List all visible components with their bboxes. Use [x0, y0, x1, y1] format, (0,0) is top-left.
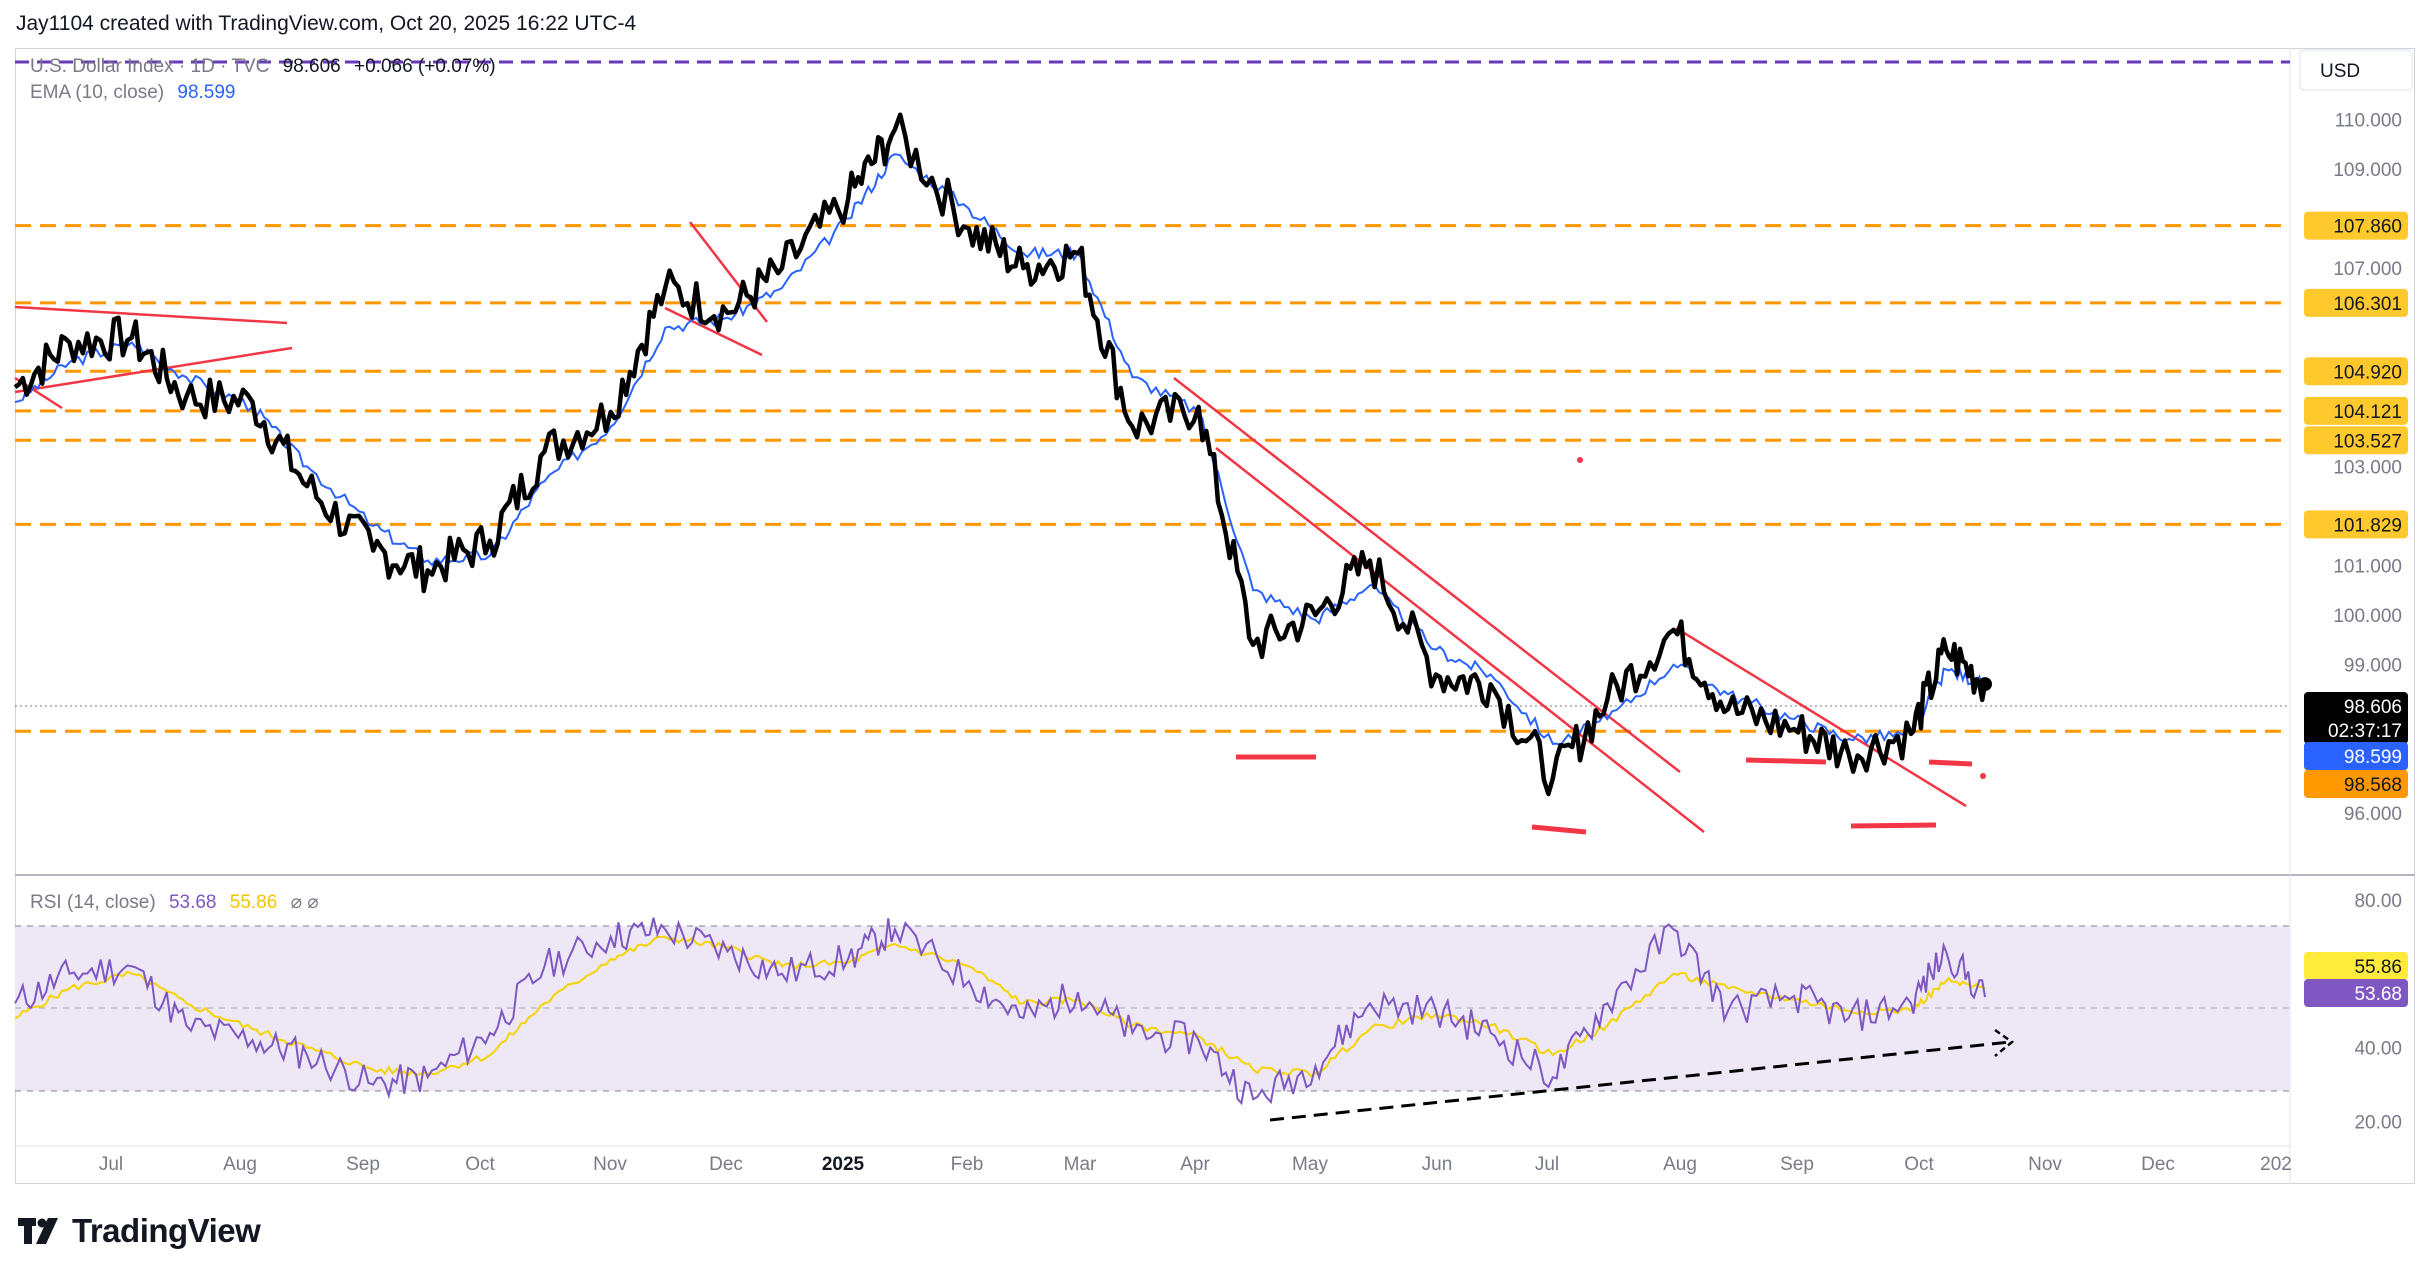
price-scale-labels: 107.860 106.301 104.920 104.121 103.527 101.8… — [2304, 211, 2408, 1007]
time-tick-label: Dec — [709, 1154, 743, 1175]
support-mark[interactable] — [1928, 759, 1973, 767]
last-price-label: 02:37:17 — [2328, 721, 2402, 742]
time-tick-label: Nov — [2028, 1154, 2062, 1175]
level-price-label-box — [2304, 288, 2408, 317]
time-tick-label: Oct — [1904, 1154, 1934, 1175]
level-price-label: 104.121 — [2333, 402, 2402, 423]
ema-price-label: 98.599 — [2344, 747, 2402, 768]
red-dot[interactable] — [1980, 773, 1986, 779]
rsi-axis-ticks[interactable]: 80.00 40.00 20.00 — [2354, 891, 2402, 1134]
support-mark[interactable] — [1850, 822, 1937, 829]
time-tick-label: 2025 — [822, 1154, 865, 1175]
level-price-label: 103.527 — [2333, 431, 2402, 452]
level-price-label-box — [2304, 211, 2408, 240]
time-tick-label: Aug — [1663, 1154, 1697, 1175]
time-tick-label: Jul — [1535, 1154, 1559, 1175]
level-price-label-box — [2304, 426, 2408, 455]
rsi-divergence-line[interactable] — [1269, 1040, 2011, 1122]
extra-price-label: 98.568 — [2344, 775, 2402, 796]
time-tick-label: Dec — [2141, 1154, 2175, 1175]
tradingview-logo-icon — [18, 1218, 58, 1244]
trend-line[interactable] — [664, 306, 763, 357]
price-axis-ticks[interactable]: 110.000 109.000 107.000 103.000 101.000 100.0… — [2333, 111, 2402, 826]
time-tick-label: Mar — [1064, 1154, 1097, 1175]
rsi-extra: ⌀ ⌀ — [290, 892, 319, 913]
tradingview-logo[interactable]: TradingView — [18, 1212, 261, 1250]
price-line[interactable] — [13, 112, 1988, 797]
rsi-ma-price-label-box — [2304, 952, 2408, 980]
legend-change: +0.066 (+0.07%) — [354, 56, 496, 77]
main-legend[interactable]: U.S. Dollar Index · 1D · TVC 98.606 +0.0… — [30, 56, 496, 78]
time-tick-label: Sep — [1780, 1154, 1814, 1175]
trend-line[interactable] — [1173, 377, 1681, 773]
tradingview-brand: TradingView — [72, 1212, 261, 1249]
trend-line[interactable] — [14, 305, 288, 325]
ema-price-label-box — [2304, 742, 2408, 770]
symbol-label: U.S. Dollar Index · 1D · TVC — [30, 56, 270, 77]
rsi-tick-label: 20.00 — [2354, 1113, 2402, 1134]
time-tick-label: Jun — [1422, 1154, 1453, 1175]
ema-line[interactable] — [14, 153, 1986, 747]
time-tick-label: Nov — [593, 1154, 627, 1175]
level-price-label: 107.860 — [2333, 217, 2402, 238]
time-tick-label: Feb — [951, 1154, 984, 1175]
last-price-label-box — [2304, 692, 2408, 744]
trend-lines[interactable] — [14, 221, 1986, 835]
rsi-tick-label: 40.00 — [2354, 1039, 2402, 1060]
rsi-band — [15, 926, 2290, 1091]
last-price-label: 98.606 — [2344, 697, 2402, 718]
ema-label: EMA (10, close) — [30, 82, 165, 103]
rsi-arrow-head[interactable] — [1994, 1028, 2015, 1057]
price-tick-label: 109.000 — [2333, 160, 2402, 181]
time-tick-label: May — [1292, 1154, 1328, 1175]
trend-line[interactable] — [1675, 626, 1967, 808]
price-tick-label: 107.000 — [2333, 259, 2402, 280]
level-price-label-box — [2304, 396, 2408, 425]
level-price-label: 106.301 — [2333, 294, 2402, 315]
price-tick-label: 101.000 — [2333, 556, 2402, 577]
trend-line[interactable] — [1215, 447, 1705, 833]
legend-price: 98.606 — [282, 56, 341, 77]
last-price-dot[interactable] — [1978, 677, 1992, 692]
level-price-label: 101.829 — [2333, 515, 2402, 536]
price-tick-label: 110.000 — [2335, 111, 2402, 132]
rsi-legend[interactable]: RSI (14, close) 53.68 55.86 ⌀ ⌀ — [30, 891, 319, 914]
time-tick-label: 202 — [2260, 1154, 2292, 1175]
chart-frame — [15, 48, 2415, 1184]
rsi-price-label-box — [2304, 979, 2408, 1007]
level-price-label-box — [2304, 510, 2408, 539]
currency-label[interactable]: USD — [2320, 61, 2360, 82]
price-tick-label: 103.000 — [2333, 457, 2402, 478]
red-dot[interactable] — [1577, 457, 1583, 463]
rsi-ma-line[interactable] — [14, 935, 1986, 1078]
rsi-ma-price-label: 55.86 — [2354, 957, 2402, 978]
level-price-label-box — [2304, 357, 2408, 386]
support-mark[interactable] — [1531, 824, 1587, 835]
level-price-label: 104.920 — [2333, 362, 2402, 383]
rsi-label: RSI (14, close) — [30, 892, 156, 913]
time-tick-label: Sep — [346, 1154, 380, 1175]
extra-price-label-box — [2304, 770, 2408, 798]
rsi-tick-label: 80.00 — [2354, 891, 2402, 912]
horizontal-levels[interactable] — [15, 224, 2290, 733]
support-mark[interactable] — [1745, 757, 1827, 765]
time-tick-label: Jul — [99, 1154, 123, 1175]
rsi-price-label: 53.68 — [2354, 984, 2402, 1005]
rsi-value: 53.68 — [168, 892, 217, 913]
rsi-line[interactable] — [14, 917, 1986, 1106]
time-axis-ticks[interactable]: Jul Aug Sep Oct Nov Dec 2025 Feb Mar Apr May Jun Jul… — [99, 1154, 2292, 1175]
time-tick-label: Oct — [465, 1154, 495, 1175]
price-tick-label: 96.000 — [2344, 804, 2402, 825]
rsi-ma-value: 55.86 — [229, 892, 278, 913]
ema-value: 98.599 — [177, 82, 236, 103]
ema-legend[interactable]: EMA (10, close) 98.599 — [30, 82, 236, 104]
time-tick-label: Aug — [223, 1154, 257, 1175]
price-tick-label: 100.000 — [2333, 606, 2402, 627]
time-tick-label: Apr — [1180, 1154, 1210, 1175]
price-tick-label: 99.000 — [2344, 656, 2402, 677]
chart-attribution: Jay1104 created with TradingView.com, Oc… — [16, 12, 637, 35]
currency-box — [2299, 49, 2413, 91]
